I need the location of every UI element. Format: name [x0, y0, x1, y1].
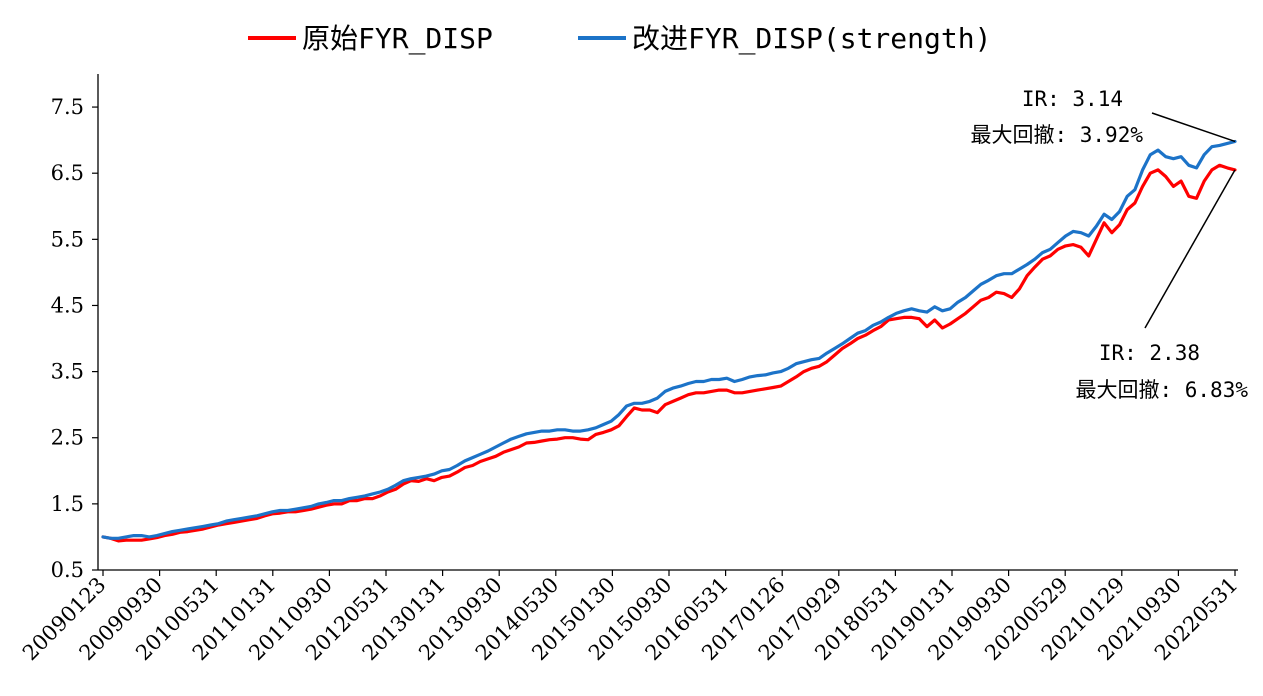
y-tick-label: 5.5 — [51, 227, 84, 251]
y-tick-label: 1.5 — [51, 492, 84, 516]
y-tick-label: 0.5 — [51, 558, 84, 582]
annotation-leader-line — [1151, 112, 1236, 143]
annotation-ir-original: IR: 2.38 — [1099, 341, 1200, 365]
annotation-ir-improved: IR: 3.14 — [1022, 87, 1123, 111]
y-tick-label: 4.5 — [51, 293, 84, 317]
x-axis-ticks: 2009012320090930201005312011013120110930… — [18, 570, 1243, 665]
series-layer — [101, 139, 1237, 543]
y-tick-label: 7.5 — [51, 95, 84, 119]
legend: 原始FYR_DISP 改进FYR_DISP(strength) — [248, 22, 991, 56]
legend-label-original: 原始FYR_DISP — [302, 22, 493, 56]
y-axis-ticks: 0.5 1.5 2.5 3.5 4.5 5.5 6.5 7.5 — [51, 95, 98, 582]
y-tick-label: 3.5 — [51, 360, 84, 384]
series-line-1 — [101, 139, 1237, 540]
annotations: IR: 3.14 最大回撤: 3.92% IR: 2.38 最大回撤: 6.83% — [970, 87, 1248, 402]
legend-label-improved: 改进FYR_DISP(strength) — [632, 22, 991, 56]
y-tick-label: 6.5 — [51, 161, 84, 185]
y-tick-label: 2.5 — [51, 426, 84, 450]
series-line-0 — [101, 163, 1237, 543]
annotation-drawdown-improved: 最大回撤: 3.92% — [970, 123, 1143, 147]
annotation-leader-line — [1144, 169, 1236, 329]
annotation-drawdown-original: 最大回撤: 6.83% — [1075, 378, 1248, 402]
axes — [97, 74, 1238, 571]
